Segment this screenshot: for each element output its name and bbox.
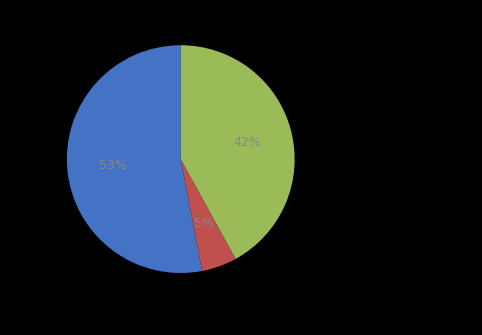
- Wedge shape: [67, 45, 202, 273]
- Wedge shape: [181, 45, 295, 259]
- Text: 42%: 42%: [233, 136, 261, 149]
- Wedge shape: [181, 159, 236, 271]
- Text: 5%: 5%: [194, 217, 214, 230]
- Text: 53%: 53%: [99, 159, 127, 172]
